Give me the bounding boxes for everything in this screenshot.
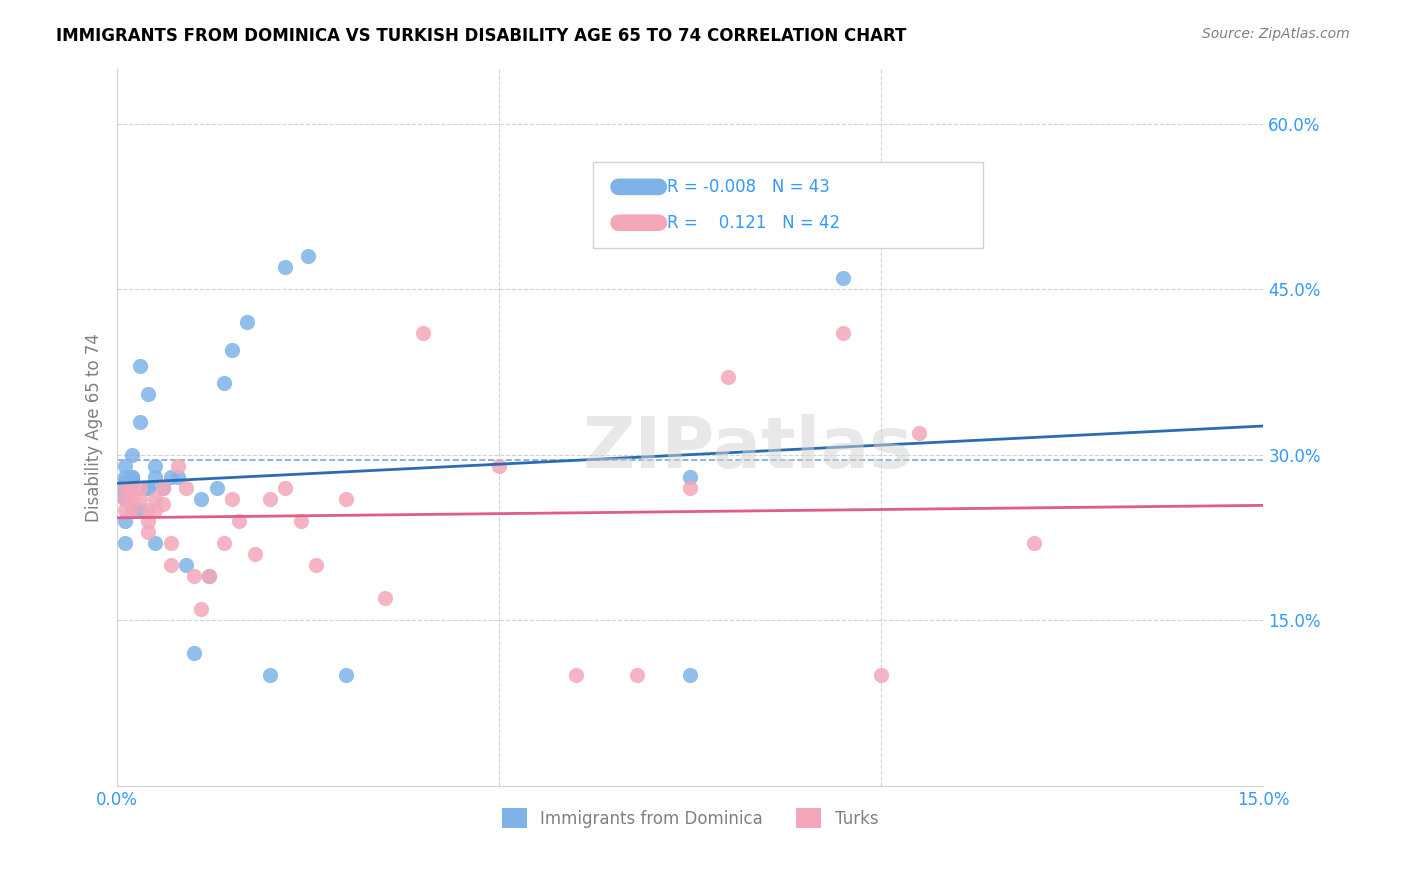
- Point: [114, 470, 136, 484]
- Point: [221, 491, 243, 506]
- Point: [274, 260, 297, 274]
- Point: [152, 481, 174, 495]
- Point: [717, 370, 740, 384]
- Point: [136, 514, 159, 528]
- Point: [129, 491, 152, 506]
- Point: [129, 359, 152, 374]
- Point: [114, 514, 136, 528]
- Point: [679, 668, 702, 682]
- Point: [174, 558, 197, 573]
- Point: [212, 376, 235, 390]
- Point: [121, 503, 143, 517]
- Point: [136, 481, 159, 495]
- Point: [114, 491, 136, 506]
- Point: [290, 514, 312, 528]
- Point: [114, 481, 136, 495]
- Point: [908, 425, 931, 440]
- Text: R = -0.008   N = 43: R = -0.008 N = 43: [668, 178, 830, 196]
- Point: [145, 491, 167, 506]
- Point: [145, 503, 167, 517]
- Point: [1022, 536, 1045, 550]
- Point: [412, 326, 434, 341]
- Point: [190, 491, 212, 506]
- Point: [374, 591, 396, 606]
- Point: [183, 646, 205, 660]
- Point: [136, 481, 159, 495]
- Point: [114, 458, 136, 473]
- Point: [679, 481, 702, 495]
- Point: [114, 491, 136, 506]
- Point: [145, 458, 167, 473]
- Point: [167, 458, 190, 473]
- Text: ZIPatlas: ZIPatlas: [582, 414, 912, 483]
- Point: [870, 668, 893, 682]
- Point: [114, 481, 136, 495]
- Point: [152, 481, 174, 495]
- Point: [228, 514, 250, 528]
- Point: [136, 387, 159, 401]
- Point: [174, 481, 197, 495]
- Point: [259, 491, 281, 506]
- Point: [335, 668, 357, 682]
- Point: [167, 470, 190, 484]
- Point: [114, 536, 136, 550]
- Point: [136, 503, 159, 517]
- Point: [832, 271, 855, 285]
- Point: [190, 602, 212, 616]
- Point: [183, 569, 205, 583]
- Point: [274, 481, 297, 495]
- Point: [121, 503, 143, 517]
- Point: [114, 503, 136, 517]
- Point: [121, 491, 143, 506]
- Point: [121, 470, 143, 484]
- Point: [129, 481, 152, 495]
- Point: [488, 458, 510, 473]
- Point: [152, 497, 174, 511]
- Point: [121, 475, 143, 490]
- Point: [121, 470, 143, 484]
- Point: [114, 486, 136, 500]
- Point: [114, 491, 136, 506]
- Point: [205, 481, 228, 495]
- Point: [259, 668, 281, 682]
- Point: [136, 524, 159, 539]
- Point: [198, 569, 221, 583]
- Point: [121, 481, 143, 495]
- Point: [198, 569, 221, 583]
- Text: R =    0.121   N = 42: R = 0.121 N = 42: [668, 214, 841, 232]
- Point: [297, 249, 319, 263]
- Point: [564, 668, 586, 682]
- Legend: Immigrants from Dominica, Turks: Immigrants from Dominica, Turks: [495, 801, 886, 835]
- Text: Source: ZipAtlas.com: Source: ZipAtlas.com: [1202, 27, 1350, 41]
- Point: [145, 470, 167, 484]
- Point: [679, 470, 702, 484]
- Point: [114, 481, 136, 495]
- Point: [305, 558, 328, 573]
- Text: IMMIGRANTS FROM DOMINICA VS TURKISH DISABILITY AGE 65 TO 74 CORRELATION CHART: IMMIGRANTS FROM DOMINICA VS TURKISH DISA…: [56, 27, 907, 45]
- Text: R =    0.121   N = 42: R = 0.121 N = 42: [668, 214, 841, 232]
- Point: [626, 668, 648, 682]
- Text: R = -0.008   N = 43: R = -0.008 N = 43: [668, 178, 830, 196]
- Point: [221, 343, 243, 357]
- Point: [236, 315, 259, 329]
- Point: [114, 475, 136, 490]
- Point: [243, 547, 266, 561]
- Point: [159, 470, 181, 484]
- Point: [832, 326, 855, 341]
- FancyBboxPatch shape: [593, 161, 983, 248]
- Point: [129, 415, 152, 429]
- Point: [335, 491, 357, 506]
- Point: [114, 481, 136, 495]
- Point: [159, 536, 181, 550]
- Point: [121, 448, 143, 462]
- Point: [159, 558, 181, 573]
- Point: [145, 536, 167, 550]
- Point: [129, 503, 152, 517]
- Y-axis label: Disability Age 65 to 74: Disability Age 65 to 74: [86, 333, 103, 522]
- Point: [212, 536, 235, 550]
